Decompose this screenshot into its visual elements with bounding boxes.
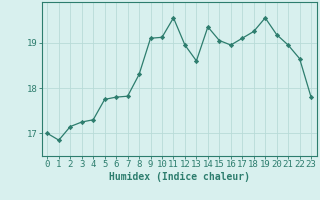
X-axis label: Humidex (Indice chaleur): Humidex (Indice chaleur) xyxy=(109,172,250,182)
